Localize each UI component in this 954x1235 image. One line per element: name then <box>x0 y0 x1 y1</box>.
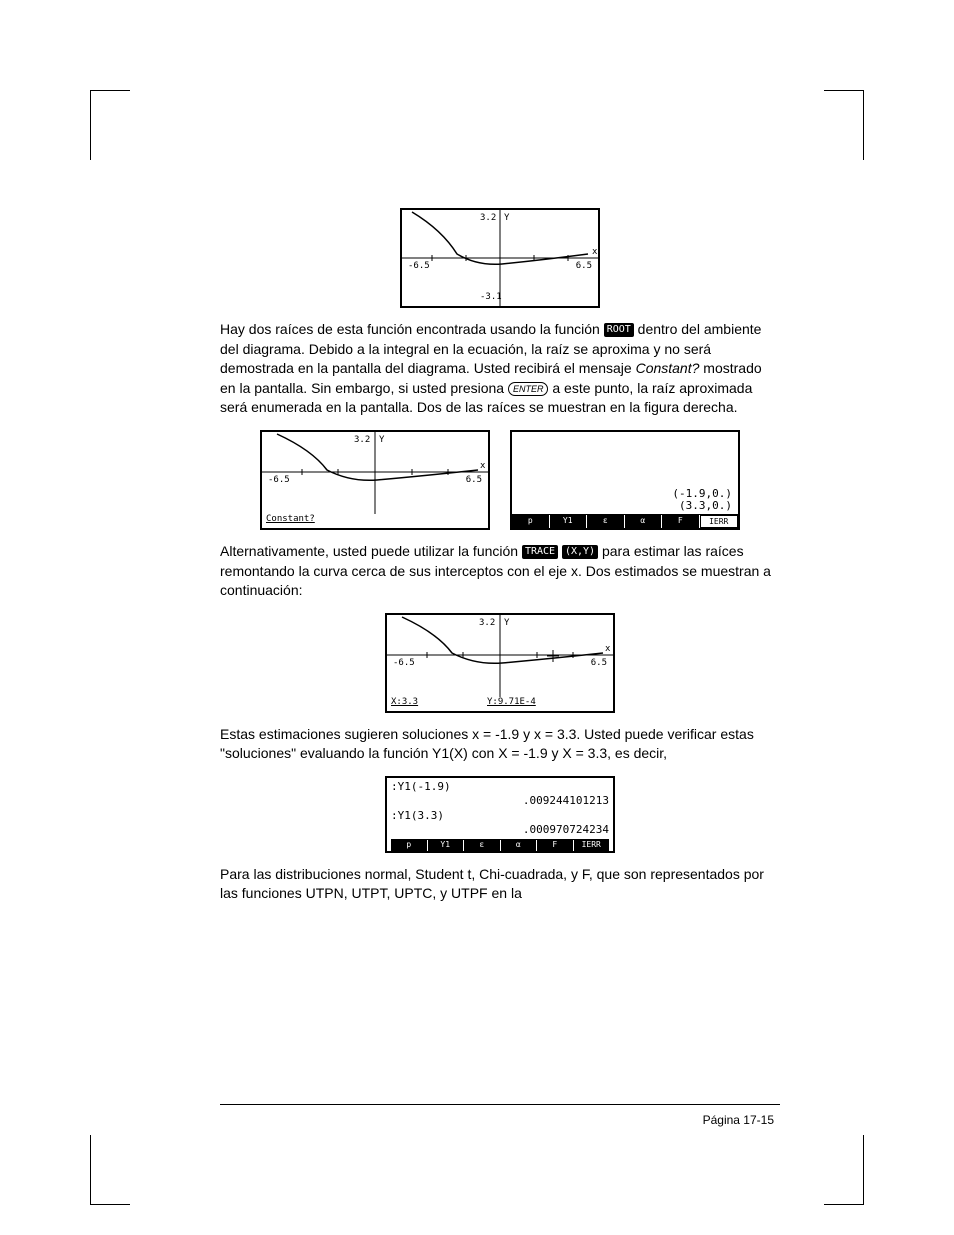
text: Hay dos raíces de esta función encontrad… <box>220 321 604 337</box>
paragraph-1: Hay dos raíces de esta función encontrad… <box>220 320 780 418</box>
crop-mark-top-right <box>824 90 864 160</box>
menu-item: p <box>391 840 428 850</box>
trace-soft-label: TRACE <box>522 545 558 559</box>
trace-y: Y:9.71E-4 <box>487 696 536 709</box>
crop-mark-top-left <box>90 90 130 160</box>
menu-item: Y1 <box>428 840 465 850</box>
crop-mark-bottom-left <box>90 1135 130 1205</box>
menu-item: IERR <box>700 515 739 528</box>
svg-text:x: x <box>592 247 598 257</box>
menu-item: F <box>537 840 574 850</box>
root-result-2: (3.3,0.) <box>672 500 732 512</box>
menu-item: Y1 <box>550 515 588 528</box>
calc-line: .000970724234 <box>391 823 609 837</box>
axis-x-right: 6.5 <box>591 657 607 670</box>
axis-x-left: -6.5 <box>408 260 430 273</box>
axis-y-top: 3.2 <box>354 434 370 447</box>
footer-rule <box>220 1104 780 1105</box>
calc-line: :Y1(-1.9) <box>391 780 609 794</box>
root-soft-label: ROOT <box>604 323 634 337</box>
crop-mark-bottom-right <box>824 1135 864 1205</box>
menu-item: α <box>501 840 538 850</box>
enter-key-icon: ENTER <box>508 382 549 397</box>
axis-x-left: -6.5 <box>268 474 290 487</box>
menu-item: ε <box>464 840 501 850</box>
graph-screenshot-4: x Y 3.2 -6.5 6.5 X:3.3 Y:9.71E-4 <box>385 613 615 713</box>
calc-line: :Y1(3.3) <box>391 809 609 823</box>
page-number: Página 17-15 <box>703 1113 774 1127</box>
calc-text-screenshot: :Y1(-1.9) .009244101213 :Y1(3.3) .000970… <box>385 776 615 853</box>
svg-text:x: x <box>480 461 486 471</box>
constant-prompt: Constant? <box>266 513 315 526</box>
axis-x-left: -6.5 <box>393 657 415 670</box>
svg-text:Y: Y <box>504 213 510 223</box>
menu-item: ε <box>587 515 625 528</box>
page-content: x Y 3.2 -6.5 6.5 -3.1 Hay dos raíces de … <box>220 208 780 904</box>
constant-text: Constant? <box>636 360 700 376</box>
paragraph-2: Alternativamente, usted puede utilizar l… <box>220 542 780 601</box>
svg-text:x: x <box>605 644 611 654</box>
svg-text:Y: Y <box>504 618 510 628</box>
xy-soft-label: (X,Y) <box>562 545 598 559</box>
menu-item: F <box>662 515 700 528</box>
menu-item: IERR <box>574 840 610 850</box>
graph-screenshot-1: x Y 3.2 -6.5 6.5 -3.1 <box>400 208 600 308</box>
graph-screenshot-3: (-1.9,0.) (3.3,0.) p Y1 ε α F IERR <box>510 430 740 530</box>
menu-item: α <box>625 515 663 528</box>
axis-y-top: 3.2 <box>479 617 495 630</box>
trace-x: X:3.3 <box>391 696 418 709</box>
calc-line: .009244101213 <box>391 794 609 808</box>
text: Alternativamente, usted puede utilizar l… <box>220 543 522 559</box>
axis-x-right: 6.5 <box>466 474 482 487</box>
paragraph-4: Para las distribuciones normal, Student … <box>220 865 780 904</box>
menu-item: p <box>512 515 550 528</box>
paragraph-3: Estas estimaciones sugieren soluciones x… <box>220 725 780 764</box>
graph-screenshot-2: x Y 3.2 -6.5 6.5 Constant? <box>260 430 490 530</box>
axis-x-right: 6.5 <box>576 260 592 273</box>
axis-y-bottom: -3.1 <box>480 291 502 304</box>
axis-y-top: 3.2 <box>480 212 496 225</box>
svg-text:Y: Y <box>379 435 385 445</box>
